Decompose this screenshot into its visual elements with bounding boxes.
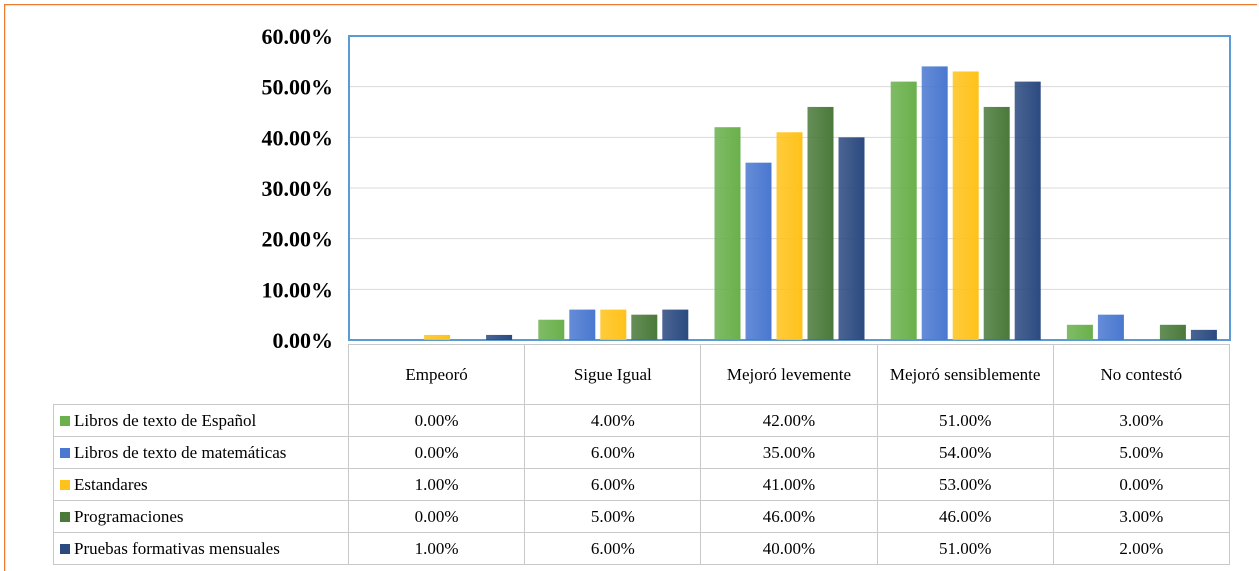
table-row: Libros de texto de Español 0.00% 4.00% 42.0…	[53, 404, 1230, 437]
data-label: 5.00%	[524, 500, 702, 533]
data-label: 1.00%	[347, 532, 526, 565]
y-tick-label: 60.00%	[262, 24, 334, 49]
data-label: 54.00%	[876, 436, 1054, 469]
data-label: 51.00%	[876, 532, 1054, 565]
bar-4-3	[807, 106, 834, 340]
category-header: Sigue Igual	[524, 344, 702, 405]
table-corner	[54, 345, 349, 405]
series-name-cell: Libros de texto de matemáticas	[53, 436, 349, 469]
series-name-cell: Pruebas formativas mensuales	[53, 532, 349, 565]
bar-5-1	[486, 334, 513, 340]
bar-5-5	[1190, 329, 1217, 340]
y-tick-label: 0.00%	[273, 328, 334, 353]
data-label: 35.00%	[700, 436, 878, 469]
series-name-cell: Libros de texto de Español	[53, 404, 349, 437]
y-tick-label: 20.00%	[262, 227, 334, 252]
table-row: Programaciones 0.00% 5.00% 46.00% 46.00% 3.00…	[53, 500, 1230, 533]
bar-2-2	[569, 309, 596, 340]
data-label: 2.00%	[1052, 532, 1230, 565]
data-label: 46.00%	[876, 500, 1054, 533]
data-label: 3.00%	[1052, 500, 1230, 533]
data-label: 51.00%	[876, 404, 1054, 437]
bar-3-2	[600, 309, 627, 340]
bar-1-4	[890, 81, 917, 340]
bar-2-4	[921, 66, 948, 341]
legend-key-icon	[60, 543, 70, 554]
bar-3-3	[776, 132, 803, 340]
x-category-label: Empeoró	[405, 364, 468, 384]
bar-1-5	[1066, 324, 1093, 340]
data-label: 41.00%	[700, 468, 878, 501]
data-label: 1.00%	[347, 468, 526, 501]
bar-2-5	[1097, 314, 1124, 340]
data-label: 0.00%	[347, 436, 526, 469]
x-category-label: Mejoró levemente	[726, 364, 852, 384]
y-tick-label: 10.00%	[262, 277, 334, 302]
bar-2-3	[745, 162, 772, 340]
series-name-cell: Estandares	[53, 468, 349, 501]
data-label: 3.00%	[1052, 404, 1230, 437]
legend-key-icon	[60, 415, 70, 426]
category-header: Empeoró	[347, 344, 526, 405]
chart-frame: 0.00% 10.00% 20.00% 30.00% 40.00% 50.00% 60.00…	[4, 4, 1257, 571]
series-name: Libros de texto de Español	[74, 410, 257, 430]
category-header: Mejoró levemente	[700, 344, 878, 405]
data-label: 42.00%	[700, 404, 878, 437]
table-header-row: Empeoró Sigue Igual Mejoró levemente Mejoró…	[54, 344, 1230, 405]
bar-4-2	[631, 314, 658, 340]
table-row: Pruebas formativas mensuales 1.00% 6.00% 40…	[53, 532, 1230, 565]
series-name: Programaciones	[74, 506, 184, 526]
y-tick-label: 50.00%	[262, 75, 334, 100]
data-label: 53.00%	[876, 468, 1054, 501]
series-name: Pruebas formativas mensuales	[74, 538, 280, 558]
data-label: 6.00%	[524, 436, 702, 469]
category-header: No contestó	[1052, 344, 1230, 405]
bar-4-4	[983, 106, 1010, 340]
legend-key-icon	[60, 511, 70, 522]
y-tick-label: 30.00%	[262, 176, 334, 201]
data-label: 40.00%	[700, 532, 878, 565]
data-label: 6.00%	[524, 532, 702, 565]
table-row: Libros de texto de matemáticas 0.00% 6.00%…	[53, 436, 1230, 469]
bar-3-4	[952, 71, 979, 340]
data-label: 0.00%	[347, 404, 526, 437]
bar-4-5	[1159, 324, 1186, 340]
data-label: 6.00%	[524, 468, 702, 501]
legend-key-icon	[60, 447, 70, 458]
x-category-label: No contestó	[1100, 364, 1183, 384]
bar-5-3	[838, 137, 865, 340]
bar-5-2	[662, 309, 689, 340]
data-label: 0.00%	[1052, 468, 1230, 501]
series-name-cell: Programaciones	[53, 500, 349, 533]
table-row: Estandares 1.00% 6.00% 41.00% 53.00% 0.00%	[53, 468, 1230, 501]
y-tick-label: 40.00%	[262, 125, 334, 150]
x-category-label: Mejoró sensiblemente	[889, 364, 1041, 384]
series-name: Estandares	[74, 474, 148, 494]
chart-data-table: Empeoró Sigue Igual Mejoró levemente Mejoró…	[53, 344, 1230, 565]
data-label: 0.00%	[347, 500, 526, 533]
bar-1-2	[538, 319, 565, 340]
data-label: 5.00%	[1052, 436, 1230, 469]
chart-area: 0.00% 10.00% 20.00% 30.00% 40.00% 50.00% 60.00…	[4, 4, 1257, 571]
x-category-label: Sigue Igual	[573, 364, 652, 384]
bar-3-1	[424, 334, 451, 340]
data-label: 4.00%	[524, 404, 702, 437]
category-header: Mejoró sensiblemente	[876, 344, 1054, 405]
legend-key-icon	[60, 479, 70, 490]
bar-1-3	[714, 127, 741, 340]
series-name: Libros de texto de matemáticas	[74, 442, 287, 462]
bar-5-4	[1014, 81, 1041, 340]
data-label: 46.00%	[700, 500, 878, 533]
